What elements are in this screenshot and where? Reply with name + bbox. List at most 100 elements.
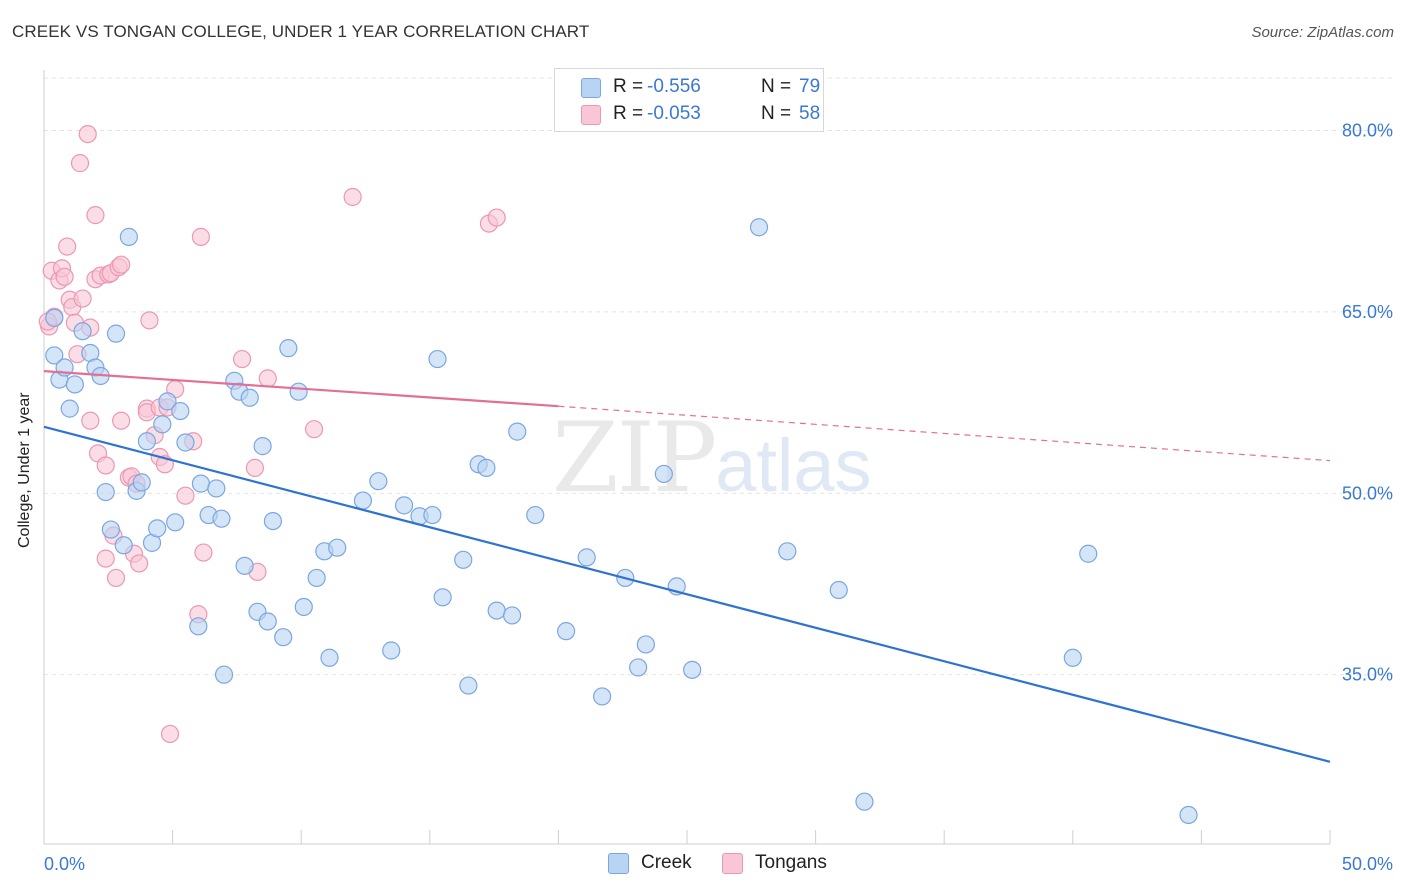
creek-point <box>629 658 648 677</box>
creek-point <box>240 388 259 407</box>
tongan-point <box>176 486 195 505</box>
creek-point <box>263 511 283 531</box>
legend-n-label: N = <box>761 76 792 97</box>
creek-point <box>749 218 769 237</box>
creek-point <box>274 628 293 647</box>
creek-point <box>508 422 527 441</box>
tongan-trend-line <box>43 370 559 408</box>
tongan-point <box>258 369 277 388</box>
legend-r-label: R = <box>613 103 644 124</box>
tongan-point <box>140 311 159 330</box>
series-legend: Creek Tongans <box>0 852 1406 876</box>
creek-point <box>1063 648 1082 667</box>
creek-point <box>394 496 414 515</box>
creek-point <box>778 542 797 561</box>
tongan-point <box>70 154 90 173</box>
creek-point <box>307 568 326 588</box>
creek-point <box>214 665 234 684</box>
creek-point <box>45 308 64 328</box>
creek-point <box>855 792 874 811</box>
creek-point <box>258 612 277 631</box>
creek-point <box>171 401 190 421</box>
tongan-point <box>78 124 97 144</box>
creek-point <box>212 509 231 528</box>
creek-point <box>189 617 208 636</box>
tongans-swatch <box>722 853 743 874</box>
y-axis-label: College, Under 1 year <box>16 392 33 548</box>
tongan-point <box>130 554 149 573</box>
creek-point <box>73 322 92 341</box>
tongan-point <box>96 549 115 568</box>
creek-swatch <box>608 853 629 874</box>
creek-point <box>132 473 151 492</box>
creek-point <box>683 660 702 679</box>
watermark-zip: ZIP <box>552 402 717 514</box>
creek-point <box>557 622 576 641</box>
creek-point <box>829 580 848 600</box>
tongan-point <box>58 237 77 256</box>
creek-point <box>353 491 373 510</box>
tongan-trend-extension <box>558 405 1331 462</box>
creek-point <box>320 648 339 667</box>
tongan-point <box>73 289 92 308</box>
creek-point <box>503 606 522 625</box>
creek-point <box>1179 805 1198 825</box>
creek-point <box>191 474 210 493</box>
legend-label-tongans: Tongans <box>755 852 827 873</box>
creek-point <box>45 346 64 365</box>
creek-point <box>454 550 473 569</box>
legend-r-value: -0.556 <box>647 76 701 97</box>
y-tick-label: 65.0% <box>1342 302 1393 322</box>
creek-point <box>279 339 298 358</box>
legend-r-value: -0.053 <box>647 103 701 124</box>
y-tick-label: 35.0% <box>1342 665 1393 685</box>
creek-point <box>207 479 226 498</box>
creek-point <box>382 641 401 660</box>
creek-point <box>235 556 254 575</box>
creek-point <box>176 433 195 452</box>
tongan-point <box>487 208 506 227</box>
tongan-point <box>55 267 74 286</box>
x-tick-label: 50.0% <box>1342 854 1393 874</box>
creek-point <box>153 415 172 434</box>
creek-swatch <box>581 78 601 98</box>
creek-point <box>289 382 308 401</box>
legend-r-label: R = <box>613 76 644 97</box>
creek-point <box>137 432 156 451</box>
y-tick-label: 50.0% <box>1342 483 1393 503</box>
legend-n-label: N = <box>761 103 792 124</box>
tongan-point <box>160 724 180 744</box>
correlation-legend: R = -0.556 N = 79 R = -0.053 N = 58 <box>554 68 824 132</box>
creek-point <box>526 505 545 525</box>
creek-trend-line <box>43 425 1331 763</box>
tongan-point <box>194 543 213 562</box>
creek-point <box>477 458 496 477</box>
creek-point <box>119 227 138 246</box>
tongans-swatch <box>581 105 601 125</box>
tongan-point <box>232 349 252 369</box>
tongan-point <box>343 187 362 207</box>
creek-point <box>654 464 673 484</box>
creek-point <box>1079 544 1098 563</box>
creek-point <box>423 505 442 525</box>
creek-point <box>487 601 506 620</box>
legend-n-value: 58 <box>799 103 821 124</box>
creek-point <box>96 482 115 502</box>
tongan-point <box>112 411 131 430</box>
creek-point <box>636 635 655 654</box>
tongan-point <box>112 255 131 274</box>
creek-point <box>294 597 313 617</box>
creek-point <box>433 588 452 607</box>
creek-point <box>148 519 167 538</box>
tongan-point <box>191 227 210 246</box>
creek-point <box>593 687 612 706</box>
creek-point <box>253 437 272 456</box>
source-label: Source: ZipAtlas.com <box>1251 24 1394 41</box>
creek-point <box>65 375 84 394</box>
tongan-point <box>86 206 105 225</box>
tongan-point <box>106 568 126 588</box>
creek-point <box>158 392 177 411</box>
x-tick-label: 0.0% <box>44 854 85 874</box>
creek-point <box>369 472 388 491</box>
